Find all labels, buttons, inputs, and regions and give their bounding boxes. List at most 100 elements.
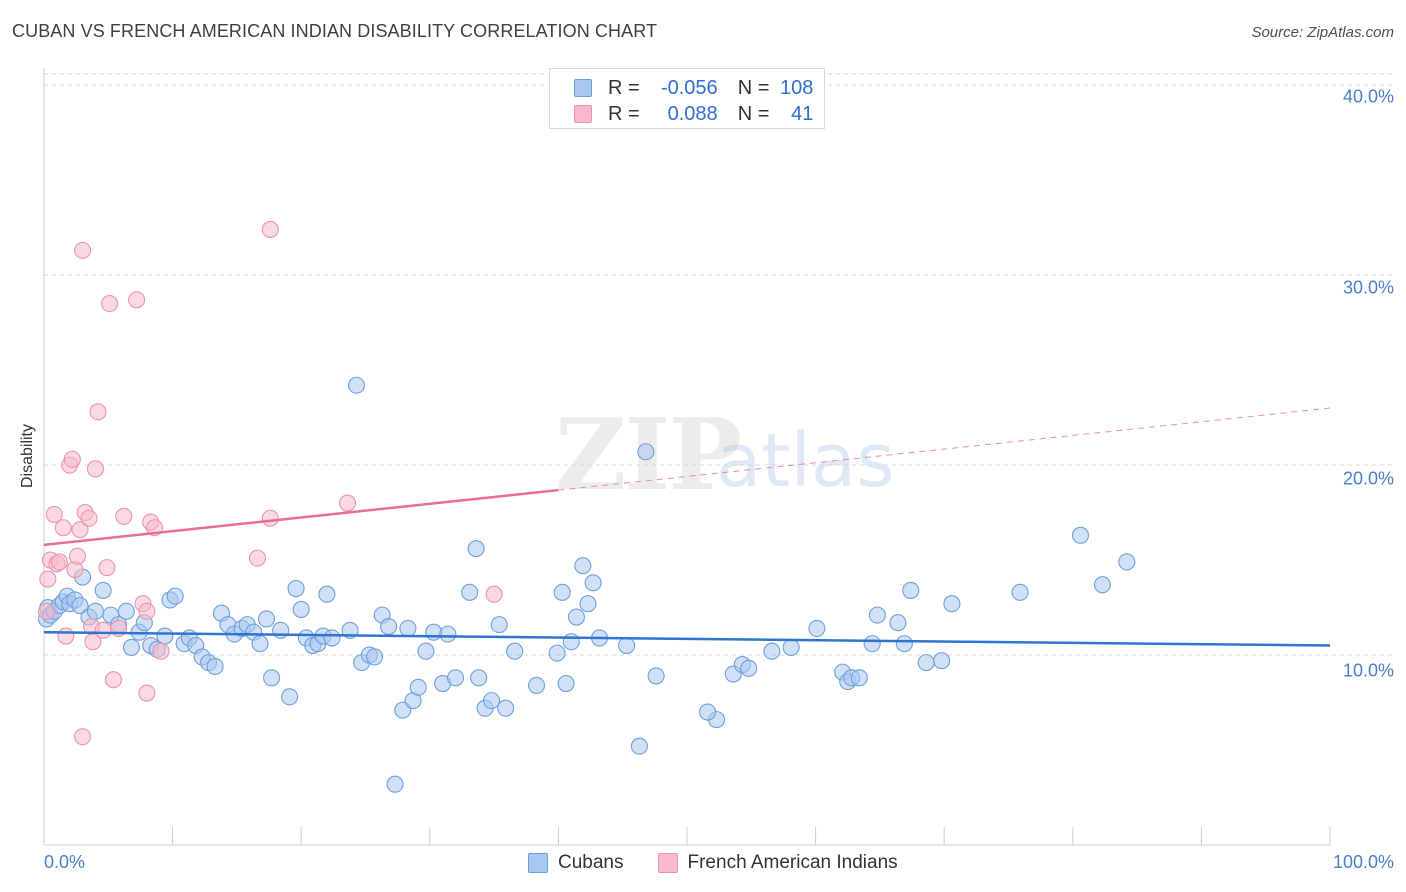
french-swatch [574, 105, 592, 123]
r-label: R = [608, 76, 640, 99]
n-label: N = [737, 102, 770, 125]
french-point [39, 570, 57, 588]
cubans-legend-label: Cubans [558, 852, 624, 873]
legend-row-cubans: R = -0.056 N = 108 [574, 77, 813, 99]
cuban-point [287, 579, 305, 598]
cuban-point [917, 654, 935, 672]
cuban-point [567, 608, 585, 626]
french-point [261, 509, 279, 527]
french-point [104, 671, 122, 689]
cuban-point [630, 737, 648, 755]
cubans-legend-swatch [528, 853, 548, 873]
french-point [128, 291, 146, 309]
cuban-point [1011, 583, 1029, 601]
cuban-point [206, 657, 224, 675]
series-legend: Cubans French American Indians [528, 852, 898, 874]
cuban-point [94, 581, 112, 599]
french-point [94, 621, 112, 639]
french-point [50, 553, 68, 571]
cuban-point [386, 775, 404, 793]
french-point [89, 403, 107, 421]
french-point [138, 602, 156, 620]
cuban-point [863, 635, 881, 653]
cuban-point [365, 648, 384, 666]
cuban-point [122, 638, 140, 656]
cuban-point [417, 642, 435, 660]
legend-row-french: R = 0.088 N = 41 [574, 103, 813, 125]
cuban-point [548, 644, 566, 662]
cuban-point [380, 617, 398, 636]
french-point [80, 509, 98, 527]
cuban-point [506, 642, 524, 660]
french-n-value: 41 [791, 102, 814, 125]
cuban-point [850, 669, 868, 687]
cuban-point [574, 557, 592, 575]
cuban-point [251, 635, 269, 653]
n-label: N = [737, 76, 770, 99]
french-point [338, 494, 357, 512]
french-point [98, 559, 116, 577]
cuban-point [439, 625, 457, 643]
french-point [152, 642, 170, 660]
cuban-point [527, 676, 546, 694]
cuban-point [425, 623, 443, 641]
cuban-point [461, 583, 479, 601]
cuban-point [740, 659, 758, 677]
y-tick-label-40: 40.0% [1342, 86, 1394, 107]
french-legend-swatch [657, 853, 678, 873]
cuban-point [553, 583, 571, 601]
french-point [115, 507, 133, 525]
cuban-point [281, 688, 299, 706]
y-tick-label-10: 10.0% [1342, 660, 1394, 681]
cuban-point [257, 610, 276, 628]
cuban-point [808, 619, 826, 637]
cuban-point [895, 635, 913, 653]
french-point [248, 549, 267, 567]
french-point [74, 728, 92, 746]
cuban-point [1093, 576, 1111, 594]
y-tick-label-20: 20.0% [1342, 468, 1394, 489]
cuban-point [902, 581, 920, 599]
french-trend-line [43, 488, 559, 547]
cuban-point [557, 674, 575, 693]
cuban-point [482, 692, 501, 710]
cuban-point [647, 667, 665, 685]
cuban-point [562, 633, 580, 651]
cuban-point [584, 574, 602, 592]
cuban-point [1118, 553, 1136, 571]
cuban-point [470, 669, 488, 687]
x-tick-label-min: 0.0% [44, 852, 86, 872]
cuban-point [889, 614, 907, 632]
cuban-point [497, 699, 515, 717]
cuban-point [263, 669, 281, 687]
cuban-point [699, 703, 717, 721]
cuban-point [323, 629, 341, 647]
french-point [71, 521, 89, 539]
cubans-n-value: 108 [780, 76, 814, 99]
cuban-point [1071, 526, 1090, 544]
cuban-point [618, 636, 636, 655]
cuban-point [933, 652, 951, 670]
watermark-atlas: atlas [716, 418, 895, 504]
cuban-point [166, 587, 184, 605]
r-label: R = [608, 102, 640, 125]
cuban-point [86, 602, 104, 620]
cuban-point [71, 597, 89, 615]
cuban-point [347, 376, 366, 394]
french-point [86, 460, 104, 478]
cuban-point [490, 616, 508, 634]
french-point [38, 602, 56, 620]
cuban-point [318, 585, 336, 603]
cuban-point [399, 619, 417, 637]
cuban-point [467, 540, 485, 558]
chart-title: CUBAN VS FRENCH AMERICAN INDIAN DISABILI… [12, 21, 658, 41]
french-point [54, 519, 72, 537]
cuban-point [637, 443, 655, 461]
french-point [68, 547, 86, 565]
french-point [485, 585, 503, 603]
x-tick-label-max: 100.0% [1332, 852, 1394, 872]
cubans-r-value: -0.056 [660, 76, 718, 99]
french-trend-extension [558, 407, 1331, 491]
cuban-point [292, 600, 310, 618]
